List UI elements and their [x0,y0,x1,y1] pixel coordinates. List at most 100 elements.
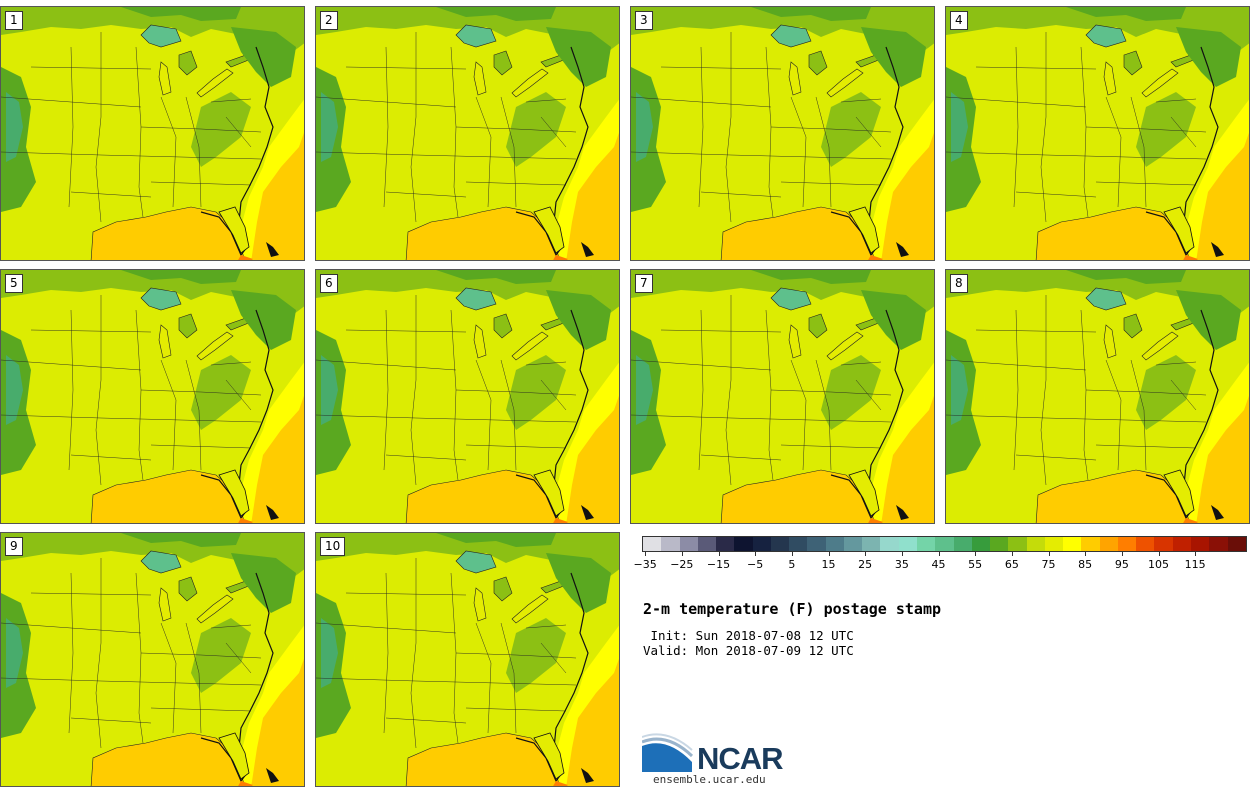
colorbar-tick-label: 45 [931,558,946,571]
map-image [946,270,1250,524]
colorbar-swatch [1154,537,1173,551]
colorbar-tick-mark [1121,552,1123,556]
panel-number-label: 7 [635,274,653,293]
colorbar-tick-mark [718,552,720,556]
colorbar-tick-mark [1158,552,1160,556]
colorbar-swatch [1026,537,1045,551]
ensemble-map-panel: 3 [630,6,935,261]
colorbar-ticks: −35 −25 −15 −5 5 15 25 35 45 55 65 75 85 95 105 115 [634,552,1247,574]
colorbar-tick-label: −5 [747,558,764,571]
colorbar-swatch [661,537,680,551]
colorbar-swatch [752,537,771,551]
colorbar-tick-label: −25 [670,558,694,571]
ensemble-map-panel: 6 [315,269,620,524]
colorbar-tick-label: 15 [821,558,836,571]
colorbar-swatch [843,537,863,551]
map-image [316,270,620,524]
panel-number-label: 6 [320,274,338,293]
colorbar-swatch [1190,537,1210,551]
panel-number-label: 8 [950,274,968,293]
colorbar-tick-mark [975,552,977,556]
colorbar-tick-label: 95 [1114,558,1129,571]
colorbar-tick-mark [645,552,647,556]
colorbar-swatch [990,537,1009,551]
colorbar-swatch [807,537,826,551]
colorbar-swatch [1099,537,1118,551]
map-image [946,7,1250,261]
colorbar-swatch [1209,537,1228,551]
panel-number-label: 4 [950,11,968,30]
colorbar-tick-mark [1048,552,1050,556]
ensemble-map-panel: 9 [0,532,305,787]
colorbar-swatch [734,537,753,551]
map-image [1,7,305,261]
colorbar-swatch [935,537,954,551]
ensemble-map-panel: 7 [630,269,935,524]
colorbar-tick-mark [901,552,903,556]
ncar-logo-icon [642,732,694,772]
colorbar-swatch [1008,537,1027,551]
colorbar-swatch [1063,537,1082,551]
colorbar-tick-label: 55 [968,558,983,571]
colorbar-swatch [953,537,972,551]
logo-wordmark: NCAR [697,741,784,776]
colorbar-tick-mark [1011,552,1013,556]
colorbar-swatch [770,537,790,551]
ensemble-map-panel: 5 [0,269,305,524]
colorbar-tick-mark [1085,552,1087,556]
colorbar-swatch [825,537,844,551]
ensemble-map-panel: 10 [315,532,620,787]
colorbar-swatch [697,537,717,551]
colorbar-swatch [716,537,735,551]
colorbar-swatch [1117,537,1137,551]
colorbar-tick-label: 75 [1041,558,1056,571]
panel-number-label: 1 [5,11,23,30]
colorbar-swatch [789,537,808,551]
colorbar-tick-label: 105 [1148,558,1169,571]
ensemble-map-panel: 1 [0,6,305,261]
panel-number-label: 3 [635,11,653,30]
valid-time-text: Valid: Mon 2018-07-09 12 UTC [643,643,854,658]
colorbar-tick-label: 115 [1184,558,1206,571]
map-image [1,270,305,524]
colorbar-tick-label: 85 [1078,558,1093,571]
init-time-text: Init: Sun 2018-07-08 12 UTC [643,628,854,643]
colorbar-tick-label: −15 [706,558,731,571]
colorbar-swatch [916,537,936,551]
colorbar-tick-mark [681,552,683,556]
ensemble-map-panel: 8 [945,269,1250,524]
colorbar-swatch [1172,537,1191,551]
colorbar-swatch [898,537,917,551]
colorbar-tick-mark [755,552,757,556]
logo-url-text: ensemble.ucar.edu [653,773,766,786]
colorbar-tick-mark [791,552,793,556]
colorbar-swatch [880,537,899,551]
panel-number-label: 2 [320,11,338,30]
colorbar-tick-mark [865,552,867,556]
chart-title: 2-m temperature (F) postage stamp [643,600,942,618]
panel-number-label: 10 [320,537,346,556]
panel-number-label: 9 [5,537,23,556]
map-image [631,7,935,261]
colorbar-tick-mark [938,552,940,556]
colorbar-swatch [1136,537,1155,551]
map-image [316,533,620,787]
temperature-colorbar [642,536,1247,552]
colorbar-swatch [1227,537,1246,551]
colorbar-tick-mark [828,552,830,556]
colorbar-tick-label: −35 [633,558,657,571]
colorbar-tick-label: 25 [858,558,873,571]
colorbar-swatch [971,537,991,551]
colorbar-swatch [1081,537,1100,551]
colorbar-swatch [643,537,662,551]
map-image [631,270,935,524]
colorbar-swatch [1044,537,1064,551]
map-image [316,7,620,261]
colorbar-swatch [862,537,881,551]
map-image [1,533,305,787]
panel-number-label: 5 [5,274,23,293]
ensemble-map-panel: 4 [945,6,1250,261]
colorbar-tick-label: 35 [894,558,909,571]
ensemble-map-panel: 2 [315,6,620,261]
colorbar-tick-label: 5 [788,558,796,571]
